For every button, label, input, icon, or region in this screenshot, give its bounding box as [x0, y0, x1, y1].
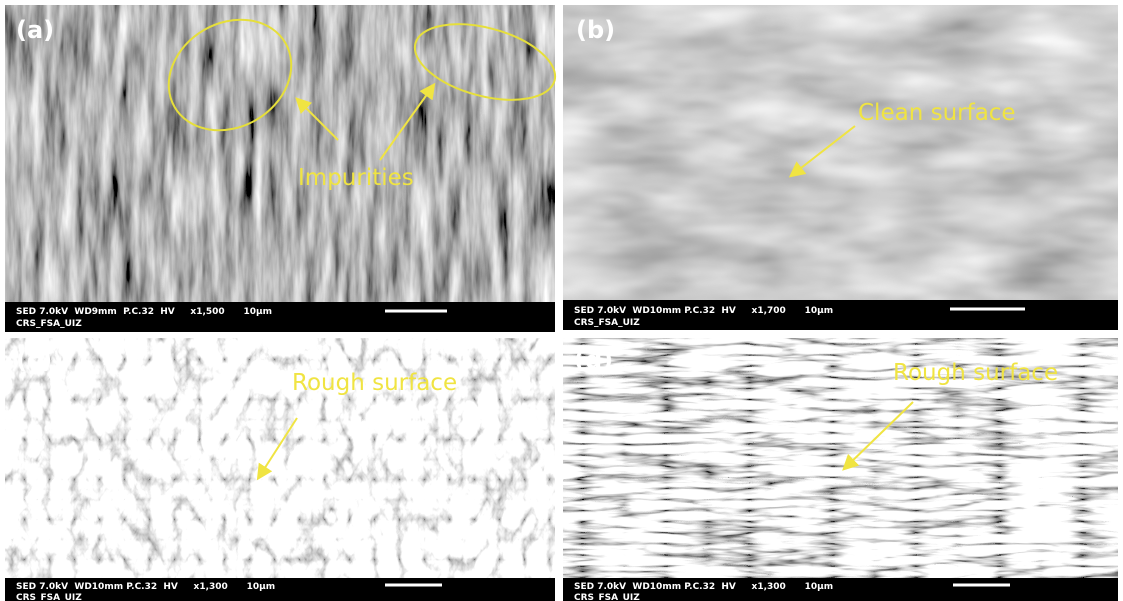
panel-a: SED 7.0kV WD9mm P.C.32 HV x1,500 10µm CR… [5, 0, 563, 332]
figure: SED 7.0kV WD9mm P.C.32 HV x1,500 10µm CR… [0, 0, 1123, 601]
panel-d: SED 7.0kV WD10mm P.C.32 HV x1,300 10µm C… [563, 338, 1118, 601]
info-line: CRS_FSA_UIZ [574, 318, 640, 328]
sem-image [5, 338, 555, 578]
info-line: CRS_FSA_UIZ [16, 593, 82, 601]
info-line: CRS_FSA_UIZ [574, 593, 640, 601]
panel-label: (c) [16, 346, 52, 374]
info-line: SED 7.0kV WD10mm P.C.32 HV x1,300 10µm [574, 582, 833, 592]
annotation: Rough surface [292, 370, 457, 396]
info-line: SED 7.0kV WD10mm P.C.32 HV x1,700 10µm [574, 306, 833, 316]
sem-image [563, 5, 1118, 300]
panel-b: SED 7.0kV WD10mm P.C.32 HV x1,700 10µm C… [563, 5, 1118, 330]
annotation: Rough surface [893, 360, 1058, 386]
info-line: SED 7.0kV WD9mm P.C.32 HV x1,500 10µm [16, 307, 272, 317]
info-line: SED 7.0kV WD10mm P.C.32 HV x1,300 10µm [16, 582, 275, 592]
panel-label: (a) [16, 16, 54, 44]
sem-image [5, 5, 555, 302]
annotation: Impurities [298, 165, 414, 191]
panel-label: (b) [576, 16, 615, 44]
panel-c: SED 7.0kV WD10mm P.C.32 HV x1,300 10µm C… [5, 338, 555, 601]
panel-label: (d) [574, 346, 613, 374]
annotation: Clean surface [858, 100, 1016, 126]
info-line: CRS_FSA_UIZ [16, 319, 82, 329]
